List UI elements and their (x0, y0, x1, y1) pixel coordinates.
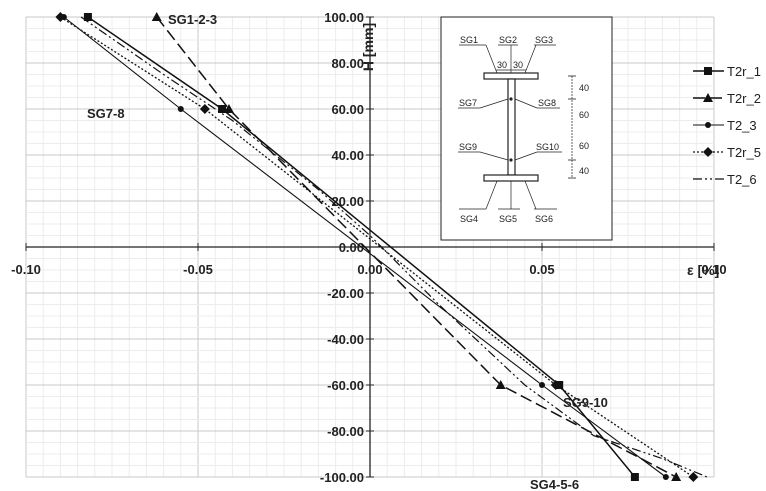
annotation-sg7-8: SG7-8 (87, 106, 125, 121)
legend-swatch-marker (704, 67, 712, 75)
series-line (60, 16, 694, 478)
x-tick-label: -0.05 (183, 262, 213, 277)
inset-frame (440, 16, 613, 241)
data-point (218, 105, 227, 113)
x-tick-labels: -0.10 -0.05 0.00 0.05 0.10 (11, 262, 726, 277)
data-point (199, 104, 210, 114)
data-point (495, 380, 506, 389)
legend-label: T2r_5 (727, 145, 761, 160)
data-point (550, 380, 561, 390)
inset-dim-60-upper: 60 (579, 110, 589, 120)
series-t2r-5 (55, 12, 699, 482)
series-line (156, 16, 677, 478)
series-line (63, 16, 667, 478)
data-point (630, 473, 639, 481)
series-line (87, 16, 636, 478)
y-tick-label: 100.00 (324, 10, 364, 25)
data-point (223, 104, 234, 113)
y-tick-label: -20.00 (327, 286, 364, 301)
inset-label-sg10: SG10 (536, 142, 559, 152)
annotation-sg9-10: SG9-10 (563, 395, 608, 410)
y-tick-label: 60.00 (331, 102, 364, 117)
y-axis-label: H [mm] (360, 23, 376, 71)
legend-label: T2_6 (727, 172, 757, 187)
legend-item-t2r-5: T2r_5 (693, 145, 761, 160)
series-t2r-2 (151, 12, 682, 481)
data-point (151, 12, 162, 21)
y-tick-labels: 100.00 80.00 60.00 40.00 20.00 0.00 -20.00 -40.… (320, 10, 364, 485)
data-point (662, 474, 669, 480)
inset-dim-30-left: 30 (497, 60, 507, 70)
series-t2-3 (60, 14, 669, 480)
y-tick-label: 80.00 (331, 56, 364, 71)
y-tick-label: 40.00 (331, 148, 364, 163)
inset-label-sg2: SG2 (499, 35, 517, 45)
x-tick-label: -0.10 (11, 262, 41, 277)
data-point (539, 382, 545, 388)
y-tick-label: -60.00 (327, 378, 364, 393)
axes (25, 16, 715, 478)
inset-label-sg4: SG4 (460, 214, 478, 224)
inset-dim-40-top: 40 (579, 83, 589, 93)
series-line (80, 16, 708, 478)
legend-item-t2-6: T2_6 (693, 172, 757, 187)
legend-label: T2r_1 (727, 64, 761, 79)
inset-label-sg5: SG5 (499, 214, 517, 224)
inset-label-sg3: SG3 (535, 35, 553, 45)
legend-swatch-marker (703, 147, 713, 157)
y-tick-label: -40.00 (327, 332, 364, 347)
y-tick-label: -80.00 (327, 424, 364, 439)
inset-dim-60-lower: 60 (579, 141, 589, 151)
legend-item-t2r-1: T2r_1 (693, 64, 761, 79)
annotation-sg1-2-3: SG1-2-3 (168, 12, 217, 27)
y-tick-label: 0.00 (339, 240, 364, 255)
x-tick-label: 0.00 (357, 262, 382, 277)
data-point (83, 13, 92, 21)
cross-section-inset: SG1 SG2 SG3 30 30 SG7 SG8 SG9 SG10 SG4 (440, 16, 613, 241)
inset-label-sg1: SG1 (460, 35, 478, 45)
x-axis-label: ε [%] (687, 262, 719, 278)
x-tick-label: 0.05 (529, 262, 554, 277)
inset-dim-30-right: 30 (513, 60, 523, 70)
inset-dim-40-bottom: 40 (579, 166, 589, 176)
annotation-sg4-5-6: SG4-5-6 (530, 477, 579, 491)
legend-swatch-marker (703, 93, 713, 102)
legend-label: T2_3 (727, 118, 757, 133)
data-point (177, 106, 184, 112)
legend-label: T2r_2 (727, 91, 761, 106)
bottom-flange (483, 174, 539, 182)
legend-swatch-marker (705, 122, 711, 128)
top-flange (483, 72, 539, 80)
data-point (688, 472, 699, 482)
legend-item-t2r-2: T2r_2 (693, 91, 761, 106)
y-tick-label: -100.00 (320, 470, 364, 485)
inset-label-sg6: SG6 (535, 214, 553, 224)
legend: T2r_1 T2r_2 T2_3 T2r_5 T2_6 (693, 64, 761, 187)
data-point (671, 472, 682, 481)
x-tick-label: 0.10 (701, 262, 726, 277)
series-layer (55, 12, 708, 482)
series-t2-6 (80, 16, 708, 478)
y-tick-label: 20.00 (331, 194, 364, 209)
data-point (55, 12, 66, 22)
inset-label-sg9: SG9 (459, 142, 477, 152)
inset-label-sg7: SG7 (459, 98, 477, 108)
inset-label-sg8: SG8 (538, 98, 556, 108)
legend-item-t2-3: T2_3 (693, 118, 757, 133)
